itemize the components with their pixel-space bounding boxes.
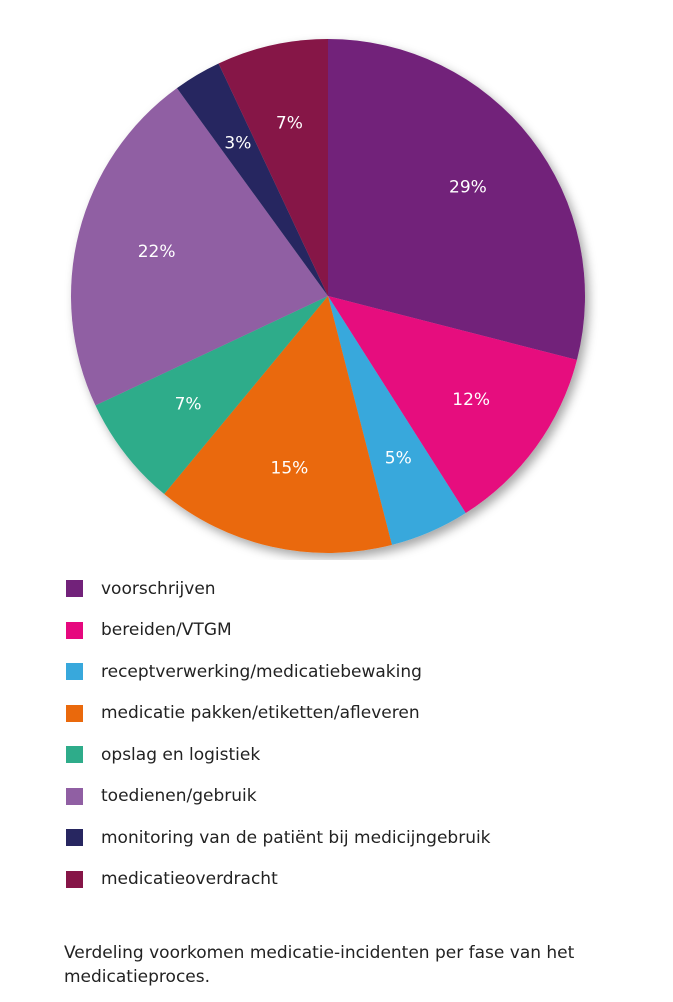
legend-item: receptverwerking/medicatiebewaking — [66, 651, 491, 693]
legend-label: receptverwerking/medicatiebewaking — [101, 661, 422, 682]
legend-item: bereiden/VTGM — [66, 610, 491, 652]
pie-slice-4 — [164, 296, 392, 554]
slice-label-1: 29% — [449, 178, 487, 198]
slice-label-3: 5% — [385, 448, 412, 468]
legend-label: bereiden/VTGM — [101, 620, 232, 641]
pie-slice-1 — [328, 38, 586, 360]
legend-item: medicatie pakken/etiketten/afleveren — [66, 693, 491, 735]
pie-slices — [70, 38, 586, 554]
legend-swatch — [66, 621, 83, 639]
legend-label: medicatieoverdracht — [101, 869, 278, 890]
legend-swatch — [66, 580, 83, 598]
legend-label: voorschrijven — [101, 578, 216, 599]
legend-item: monitoring van de patiënt bij medicijnge… — [66, 817, 491, 859]
pie-slice-3 — [328, 296, 466, 545]
legend-label: monitoring van de patiënt bij medicijnge… — [101, 827, 491, 848]
legend-item: voorschrijven — [66, 568, 491, 610]
legend-item: toedienen/gebruik — [66, 776, 491, 818]
legend-label: opslag en logistiek — [101, 744, 261, 765]
slice-label-4: 15% — [271, 459, 309, 479]
legend-item: opslag en logistiek — [66, 734, 491, 776]
legend-swatch — [66, 746, 83, 764]
legend-item: medicatieoverdracht — [66, 859, 491, 901]
pie-slice-6 — [70, 88, 328, 406]
figure-caption: Verdeling voorkomen medicatie-incidenten… — [64, 943, 575, 987]
legend-swatch — [66, 829, 83, 847]
pie-chart: 29% 12% 5% 15% 7% 22% 3% 7% — [70, 38, 586, 554]
pie-slice-7 — [176, 63, 328, 297]
pie-slice-2 — [328, 296, 577, 513]
legend-label: toedienen/gebruik — [101, 786, 257, 807]
pie-slice-labels: 29% 12% 5% 15% 7% 22% 3% 7% — [138, 113, 490, 478]
legend-swatch — [66, 663, 83, 681]
slice-label-5: 7% — [175, 395, 202, 415]
legend-swatch — [66, 704, 83, 722]
pie-slice-5 — [95, 296, 329, 495]
slice-label-8: 7% — [276, 113, 303, 133]
slice-label-2: 12% — [452, 390, 490, 410]
legend: voorschrijven bereiden/VTGM receptverwerki… — [66, 568, 491, 900]
slice-label-7: 3% — [224, 134, 251, 154]
legend-label: medicatie pakken/etiketten/afleveren — [101, 703, 420, 724]
pie-slice-8 — [218, 39, 328, 296]
legend-swatch — [66, 870, 83, 888]
legend-swatch — [66, 787, 83, 805]
slice-label-6: 22% — [138, 242, 176, 262]
